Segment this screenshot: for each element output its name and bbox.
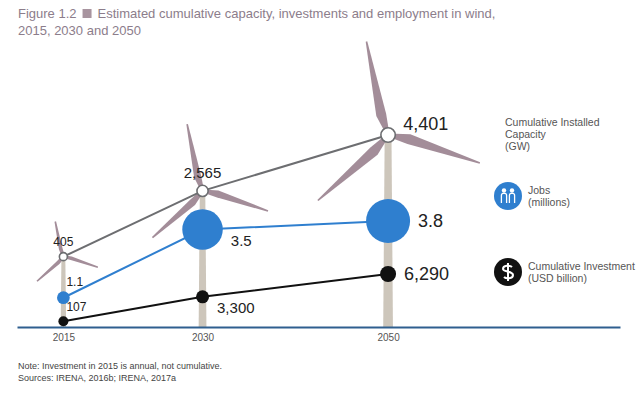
legend-label: Cumulative Investment(USD billion)	[528, 260, 635, 284]
data-labels: 405 2,565 4,401 1.1 3.5 3.8 107 3,300 6,290	[53, 114, 449, 316]
series-line	[63, 135, 388, 257]
x-tick-label: 2050	[377, 332, 400, 343]
series-marker	[182, 209, 223, 250]
x-tick: 2030	[192, 327, 215, 343]
figure-number: Figure 1.2	[18, 6, 77, 21]
data-label: 4,401	[403, 114, 448, 134]
legend-icon-glyph	[503, 263, 513, 281]
legend-icon-glyph	[501, 193, 506, 203]
x-axis-line	[18, 327, 621, 329]
legend-icon-glyph	[502, 188, 506, 192]
x-tick: 2050	[377, 327, 400, 343]
data-label: 6,290	[404, 264, 449, 284]
legend-label-line: (millions)	[528, 196, 570, 208]
data-label: 3,300	[217, 299, 255, 316]
legend-icon-glyph	[509, 193, 514, 203]
title-line: Estimated cumulative capacity, investmen…	[98, 6, 496, 21]
legend-label-line: (USD billion)	[528, 272, 587, 284]
x-tick-label: 2015	[53, 332, 76, 343]
data-label: 3.8	[418, 211, 443, 231]
legend-entry: Cumulative InstalledCapacity(GW)	[505, 116, 600, 152]
series-marker	[58, 316, 68, 326]
legend-icon	[494, 182, 522, 210]
series-line	[63, 274, 388, 321]
legend: Cumulative InstalledCapacity(GW) Jobs(mil…	[494, 116, 635, 286]
title-line: 2015, 2030 and 2050	[18, 23, 141, 38]
series-marker	[196, 290, 209, 303]
legend-label: Jobs(millions)	[528, 184, 570, 208]
turbine-blade	[202, 186, 270, 213]
marks	[57, 128, 410, 326]
data-label: 2,565	[184, 164, 222, 181]
series-marker	[59, 253, 67, 261]
title-marker	[83, 9, 92, 18]
notes: Note: Investment in 2015 is annual, not …	[18, 361, 222, 383]
legend-label-line: Capacity	[505, 128, 547, 140]
x-axis: 2015 2030 2050	[18, 327, 621, 343]
legend-label-line: (GW)	[505, 140, 530, 152]
turbine	[36, 221, 99, 327]
turbines	[36, 41, 482, 327]
title-group: Figure 1.2 Estimated cumulative capacity,…	[18, 6, 495, 38]
turbine-blade	[63, 254, 99, 269]
legend-label-line: Cumulative Investment	[528, 260, 635, 272]
data-label: 1.1	[66, 275, 83, 289]
title: Estimated cumulative capacity, investmen…	[18, 6, 495, 38]
chart: Figure 1.2 Estimated cumulative capacity,…	[0, 0, 640, 397]
x-tick: 2015	[53, 327, 76, 343]
x-tick-label: 2030	[192, 332, 215, 343]
turbine-blade	[316, 133, 393, 206]
turbine-blade	[182, 124, 204, 192]
legend-entry: Cumulative Investment(USD billion)	[494, 258, 635, 286]
series-marker	[197, 185, 208, 196]
legend-icon-glyph	[510, 188, 514, 192]
data-label: 3.5	[231, 232, 252, 249]
turbine-blade	[359, 41, 390, 137]
legend-label-line: Jobs	[528, 184, 550, 196]
legend-label: Cumulative InstalledCapacity(GW)	[505, 116, 600, 152]
data-label: 405	[53, 235, 73, 249]
legend-label-line: Cumulative Installed	[505, 116, 600, 128]
turbine	[316, 41, 482, 327]
note: Note: Investment in 2015 is annual, not …	[18, 361, 222, 371]
series-marker	[380, 266, 396, 282]
note: Sources: IRENA, 2016b; IRENA, 2017a	[18, 373, 176, 383]
legend-entry: Jobs(millions)	[494, 182, 570, 210]
data-label: 107	[66, 300, 86, 314]
series-marker	[366, 199, 410, 243]
series-marker	[381, 128, 395, 142]
series-line	[63, 221, 388, 298]
legend-icon	[494, 258, 522, 286]
